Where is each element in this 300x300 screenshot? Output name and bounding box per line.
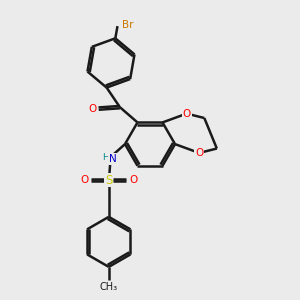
Text: O: O (80, 175, 88, 185)
Text: H: H (103, 153, 109, 162)
Text: O: O (88, 103, 96, 114)
Text: Br: Br (122, 20, 134, 30)
Text: N: N (109, 154, 117, 164)
Text: CH₃: CH₃ (100, 282, 118, 292)
Text: O: O (195, 148, 203, 158)
Text: O: O (129, 175, 137, 185)
Text: O: O (182, 109, 191, 118)
Text: S: S (105, 173, 112, 187)
